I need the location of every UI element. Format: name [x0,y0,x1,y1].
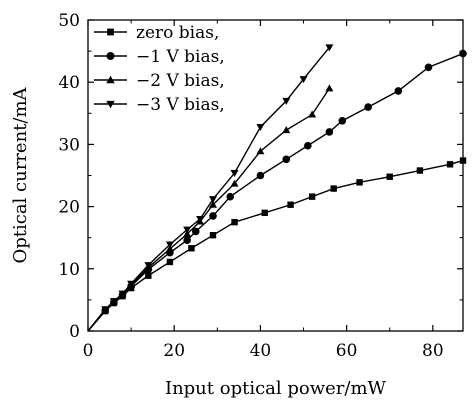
data-point [338,116,347,125]
data-point [209,232,217,239]
data-point [325,44,334,52]
x-axis-title: Input optical power/mW [165,378,387,399]
y-tick-label: 10 [58,260,80,280]
data-point [424,63,433,72]
data-point [325,84,334,92]
data-point [299,76,308,84]
data-point [196,216,205,224]
legend-label: −2 V bias, [136,71,225,91]
data-point [330,185,337,192]
data-point [101,306,110,314]
legend-label: zero bias, [136,23,219,43]
legend-marker [107,28,114,36]
data-point [183,226,192,234]
x-tick-label: 80 [422,341,444,361]
data-point [364,103,372,111]
data-point [416,167,424,174]
data-point [118,290,127,298]
data-point [127,280,136,288]
data-point [386,173,393,180]
data-point [144,262,153,270]
x-tick-label: 20 [163,341,185,361]
data-point [304,141,312,150]
x-tick-label: 60 [336,341,358,361]
ticks-layer: 0 20 40 60 80 0 10 20 30 40 50 [58,11,463,361]
series-4 [87,44,334,332]
data-point [145,272,152,279]
series-layer [87,44,467,332]
legend-entry: zero bias, [94,23,219,43]
data-point [165,241,174,249]
data-point [446,161,454,168]
data-point [256,171,265,180]
legend-marker [106,100,115,109]
data-point [282,155,291,164]
x-tick-label: 0 [83,341,94,361]
data-point [256,123,265,131]
data-point [308,110,317,118]
data-point [166,258,174,266]
data-point [109,298,118,306]
y-tick-label: 20 [58,198,80,218]
y-tick-label: 50 [58,11,80,31]
legend-label: −3 V bias, [136,95,225,115]
data-point [256,147,265,155]
legend-entry: −3 V bias, [94,95,225,115]
data-point [261,209,268,217]
data-point [356,179,363,186]
data-point [282,97,291,105]
data-point [209,212,217,220]
data-point [308,193,316,200]
data-point [230,179,239,187]
y-tick-label: 30 [58,135,80,155]
x-tick-label: 40 [250,341,272,361]
data-point [230,170,239,178]
legend-marker [106,75,115,84]
legend-entry: −2 V bias, [94,71,225,91]
legend-entry: −1 V bias, [94,47,225,67]
y-axis-title: Optical current/mA [10,86,31,263]
data-point [183,236,191,244]
data-point [191,227,200,236]
data-point [188,245,195,252]
y-tick-label: 40 [58,73,80,93]
data-point [226,192,235,201]
data-point [394,87,403,95]
data-point [325,128,334,136]
legend-marker [106,52,115,60]
data-point [287,201,294,208]
data-point [209,196,217,204]
data-point [231,218,238,226]
legend-label: −1 V bias, [136,47,225,67]
legend: zero bias, −1 V bias, −2 V bias, −3 V bias, [94,23,225,115]
data-point [209,200,217,208]
data-point [282,126,291,134]
y-tick-label: 0 [69,322,80,342]
